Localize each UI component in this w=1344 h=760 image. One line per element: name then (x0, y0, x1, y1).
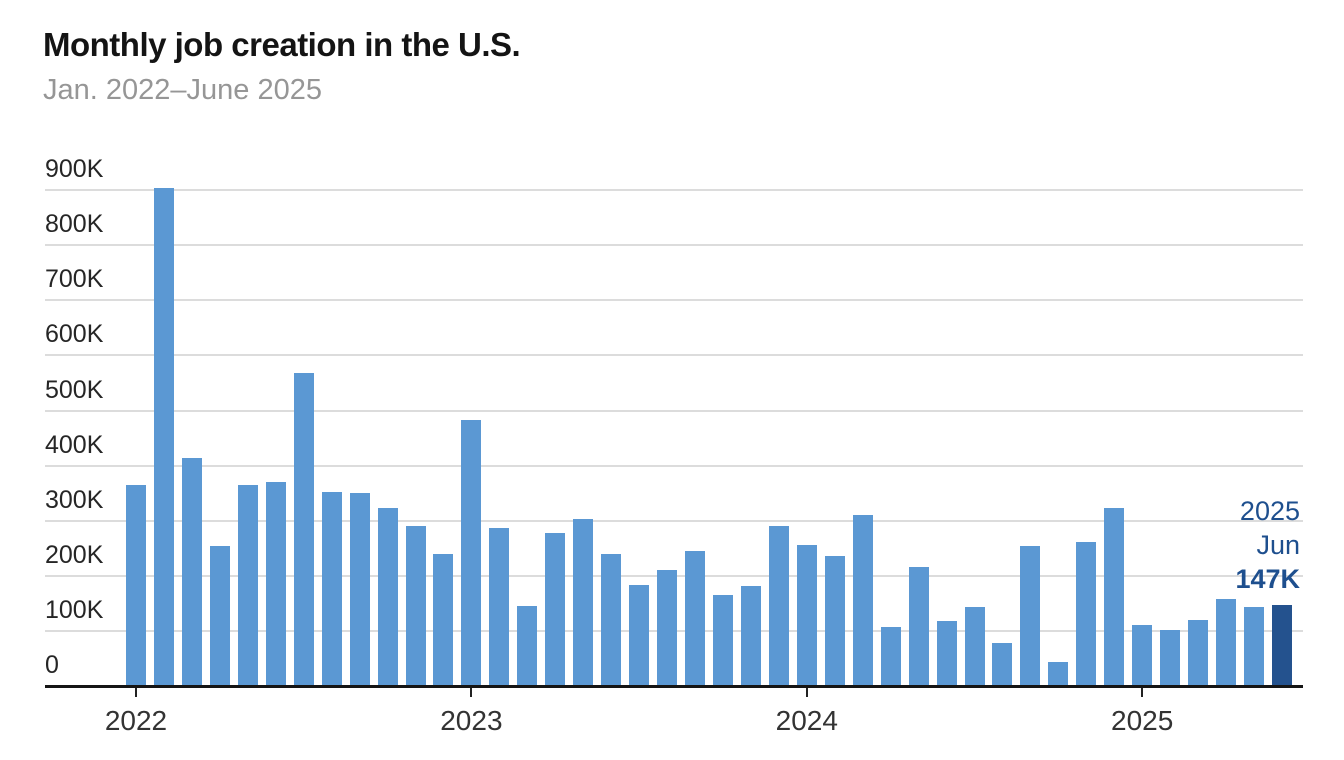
y-axis-label-500k: 500K (45, 375, 104, 404)
bar-dec-2023 (768, 526, 789, 686)
y-axis-label-700k: 700K (45, 265, 104, 294)
highlight-annotation: 2025 Jun 147K (1235, 494, 1300, 596)
x-axis-label-2025: 2025 (1111, 705, 1174, 736)
x-axis-line (45, 685, 1303, 688)
bar-dec-2022 (433, 554, 454, 686)
chart-subtitle: Jan. 2022–June 2025 (43, 74, 322, 106)
bar-may-2024 (908, 567, 929, 686)
bar-apr-2022 (209, 546, 230, 686)
bar-apr-2025 (1216, 598, 1236, 686)
bar-may-2022 (237, 485, 258, 686)
bar-feb-2022 (153, 187, 174, 686)
bar-jun-2025 (1272, 605, 1292, 686)
gridline-700k (45, 299, 1303, 302)
y-axis-label-300k: 300K (45, 485, 104, 514)
bar-dec-2024 (1104, 508, 1125, 686)
x-axis-label-2023: 2023 (440, 705, 503, 736)
bar-jul-2024 (964, 606, 985, 686)
gridline-500k (45, 409, 1303, 412)
bar-aug-2022 (321, 492, 342, 686)
bar-feb-2025 (1160, 629, 1181, 686)
gridline-300k (45, 519, 1303, 522)
bar-jan-2024 (796, 544, 817, 686)
y-axis-label-600k: 600K (45, 320, 104, 349)
bar-nov-2023 (740, 585, 761, 686)
annotation-value: 147K (1235, 564, 1300, 594)
bar-aug-2024 (992, 643, 1013, 686)
bar-sep-2023 (685, 550, 705, 686)
bar-jan-2025 (1132, 624, 1153, 686)
y-axis-label-100k: 100K (45, 595, 104, 624)
x-tick-2024 (805, 688, 808, 697)
bar-may-2025 (1244, 606, 1264, 686)
y-axis-label-200k: 200K (45, 540, 104, 569)
chart-title: Monthly job creation in the U.S. (43, 26, 521, 63)
bar-nov-2024 (1076, 542, 1097, 686)
bar-mar-2025 (1188, 619, 1209, 686)
bar-feb-2024 (824, 556, 845, 686)
x-tick-2022 (135, 688, 137, 697)
bar-mar-2022 (181, 457, 202, 686)
y-axis-label-800k: 800K (45, 210, 104, 239)
annotation-year: 2025 (1239, 496, 1300, 526)
bar-apr-2024 (880, 626, 901, 686)
bar-jul-2022 (293, 373, 314, 686)
gridline-400k (45, 464, 1303, 467)
bar-jun-2024 (936, 621, 957, 686)
x-tick-2023 (470, 688, 473, 697)
bar-sep-2022 (349, 493, 370, 686)
y-axis-label-900k: 900K (45, 155, 104, 184)
gridline-600k (45, 354, 1303, 357)
bar-jul-2023 (629, 584, 650, 686)
bar-oct-2023 (712, 595, 733, 686)
gridline-900k (45, 189, 1303, 192)
annotation-month: Jun (1256, 530, 1300, 560)
bar-sep-2024 (1020, 545, 1041, 686)
bar-apr-2023 (545, 532, 566, 686)
bar-may-2023 (573, 519, 594, 686)
bar-jan-2022 (126, 485, 146, 686)
gridline-800k (45, 244, 1303, 247)
bar-mar-2023 (517, 605, 538, 686)
bar-jun-2022 (265, 482, 286, 686)
bar-jun-2023 (601, 553, 622, 686)
bar-mar-2024 (852, 515, 873, 686)
bar-nov-2022 (405, 526, 426, 686)
bar-jan-2023 (461, 420, 482, 686)
bar-oct-2024 (1048, 661, 1069, 686)
y-axis-label-0: 0 (45, 651, 59, 679)
x-axis-label-2024: 2024 (775, 705, 838, 736)
x-tick-2025 (1141, 688, 1144, 697)
bar-aug-2023 (657, 570, 677, 686)
bar-feb-2023 (489, 527, 510, 686)
bar-oct-2022 (377, 507, 398, 686)
x-axis-label-2022: 2022 (104, 705, 168, 736)
y-axis-label-400k: 400K (45, 430, 104, 459)
